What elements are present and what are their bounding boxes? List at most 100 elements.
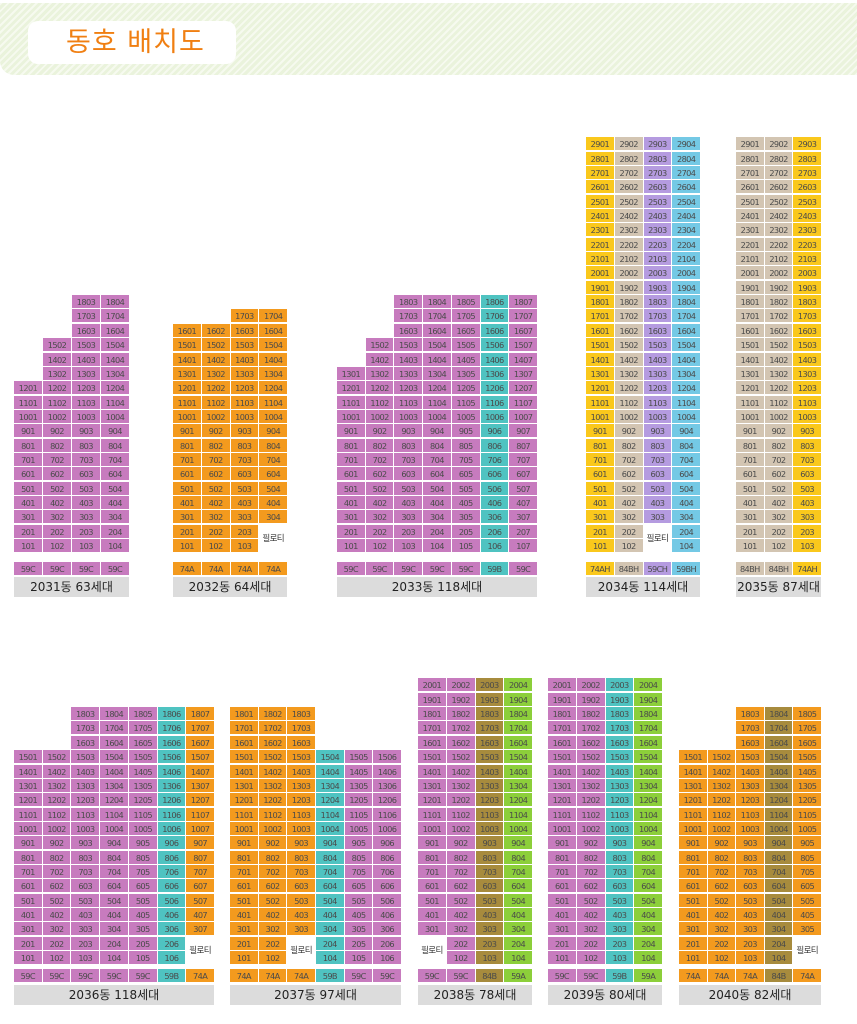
unit-cell: 1601 <box>736 323 764 337</box>
unit-cell: 1102 <box>764 395 793 409</box>
unit-cell: 402 <box>365 495 394 509</box>
unit-cell: 1602 <box>764 323 793 337</box>
unit-cell: 301 <box>548 922 576 936</box>
unit-cell: 2403 <box>793 208 821 222</box>
unit-cell: 1401 <box>736 352 764 366</box>
unit-cell: 2002 <box>446 678 475 692</box>
unit-cell: 1403 <box>230 352 259 366</box>
unit-cell: 603 <box>71 879 100 893</box>
unit-cell: 906 <box>373 836 401 850</box>
unit-cell: 1001 <box>173 409 201 423</box>
unit-cell: 1203 <box>475 793 504 807</box>
unit-cell: 1001 <box>548 821 576 835</box>
unit-cell: 1601 <box>230 735 258 749</box>
unit-cell: 903 <box>475 836 504 850</box>
unit-cell: 704 <box>100 864 128 878</box>
unit-cell: 1306 <box>373 778 401 792</box>
unit-cell: 103 <box>71 951 100 964</box>
unit-cell: 1001 <box>14 821 42 835</box>
unit-cell: 903 <box>736 836 764 850</box>
unit-cell: 1002 <box>764 409 793 423</box>
unit-cell: 1002 <box>365 409 394 423</box>
unit-cell: 1405 <box>793 764 821 778</box>
unit-cell: 1506 <box>373 750 401 764</box>
unit-cell: 2502 <box>614 194 643 208</box>
unit-cell: 407 <box>186 908 214 921</box>
unit-cell: 805 <box>451 438 480 452</box>
unit-cell: 704 <box>101 452 129 466</box>
unit-cell: 1004 <box>259 409 288 423</box>
unit-cell: 2701 <box>736 165 764 179</box>
unit-cell: 1003 <box>287 821 315 835</box>
unit-cell: 2801 <box>736 151 764 165</box>
unit-cell: 1103 <box>72 395 100 409</box>
unit-cell: 2202 <box>614 237 643 251</box>
unit-cell: 905 <box>128 836 157 850</box>
unit-type-cell: 84BH <box>614 562 643 575</box>
unit-cell: 1807 <box>509 295 537 309</box>
unit-cell: 1203 <box>287 793 315 807</box>
unit-cell: 405 <box>451 495 480 509</box>
unit-cell: 705 <box>793 864 821 878</box>
unit-cell: 401 <box>14 495 42 509</box>
unit-cell: 1104 <box>634 807 663 821</box>
unit-cell: 1304 <box>764 778 793 792</box>
unit-type-cell: 74A <box>707 969 736 982</box>
unit-cell: 302 <box>258 922 287 936</box>
unit-cell: 1503 <box>475 750 504 764</box>
unit-cell: 1706 <box>157 721 186 735</box>
unit-cell: 602 <box>614 467 643 481</box>
unit-cell: 105 <box>344 951 373 964</box>
unit-cell: 1301 <box>337 366 365 380</box>
unit-cell: 401 <box>337 495 365 509</box>
unit-cell: 301 <box>586 510 614 524</box>
unit-cell: 304 <box>101 510 129 524</box>
unit-cell: 804 <box>316 850 344 864</box>
unit-cell: 606 <box>157 879 186 893</box>
unit-cell: 1003 <box>230 409 259 423</box>
unit-cell: 203 <box>72 524 100 538</box>
unit-type-cell: 74A <box>258 969 287 982</box>
unit-cell: 104 <box>100 951 128 964</box>
unit-cell: 1604 <box>423 323 451 337</box>
unit-cell: 1302 <box>42 778 71 792</box>
unit-cell: 501 <box>173 481 201 495</box>
unit-cell: 1903 <box>605 692 634 706</box>
pilotis-label: 필로티 <box>646 533 669 544</box>
unit-cell: 803 <box>287 850 315 864</box>
page-title: 동호 배치도 <box>28 21 236 64</box>
unit-cell: 1102 <box>42 807 71 821</box>
unit-cell: 1805 <box>451 295 480 309</box>
unit-cell: 604 <box>101 467 129 481</box>
unit-cell: 1806 <box>157 707 186 720</box>
unit-cell: 301 <box>418 922 446 936</box>
unit-cell: 504 <box>672 481 701 495</box>
unit-cell: 1703 <box>736 721 764 735</box>
unit-cell: 604 <box>634 879 663 893</box>
unit-cell: 703 <box>605 864 634 878</box>
unit-cell: 401 <box>548 908 576 921</box>
unit-cell: 1002 <box>707 821 736 835</box>
unit-cell: 803 <box>71 850 100 864</box>
unit-cell: 1804 <box>100 707 128 720</box>
unit-cell: 2803 <box>643 151 672 165</box>
unit-cell: 1307 <box>509 366 537 380</box>
unit-cell: 906 <box>157 836 186 850</box>
unit-cell: 1602 <box>614 323 643 337</box>
building-label: 2033동 118세대 <box>337 577 537 597</box>
unit-cell: 1703 <box>643 309 672 323</box>
unit-cell: 204 <box>672 524 701 538</box>
unit-cell: 403 <box>287 908 315 921</box>
unit-cell: 1205 <box>128 793 157 807</box>
unit-cell: 402 <box>258 908 287 921</box>
unit-type-cell: 59C <box>451 562 480 575</box>
unit-cell: 206 <box>480 524 509 538</box>
unit-cell: 901 <box>679 836 707 850</box>
unit-cell: 1401 <box>418 764 446 778</box>
unit-cell: 101 <box>173 539 201 552</box>
unit-cell: 303 <box>71 922 100 936</box>
unit-type-cell: 59B <box>316 969 344 982</box>
unit-cell: 605 <box>344 879 373 893</box>
unit-cell: 1703 <box>230 309 259 323</box>
unit-cell: 407 <box>509 495 537 509</box>
